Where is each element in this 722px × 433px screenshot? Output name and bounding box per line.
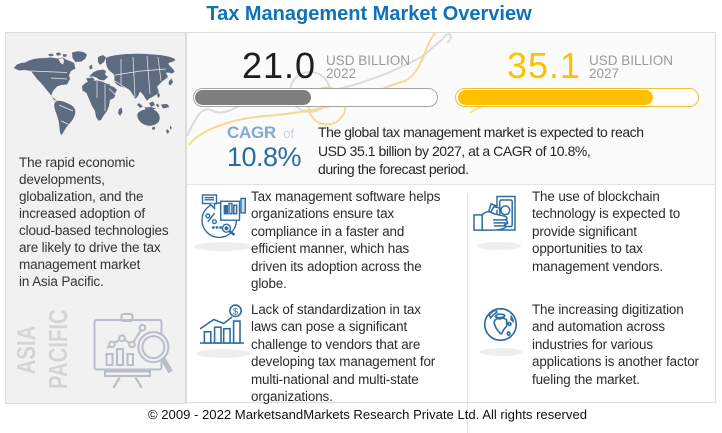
svg-text:$: $ bbox=[233, 306, 239, 317]
